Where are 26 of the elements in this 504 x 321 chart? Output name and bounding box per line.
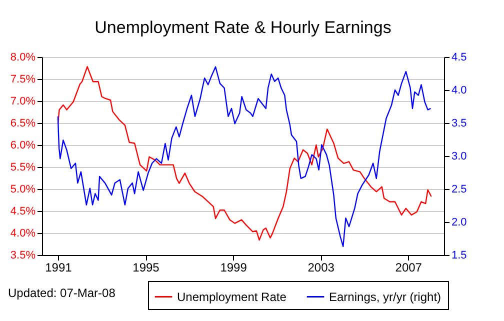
text: Updated: 07-Mar-08 bbox=[8, 286, 116, 300]
y-tick-label: 6.0% bbox=[10, 140, 36, 152]
y2-tick-label: 2.5 bbox=[452, 184, 467, 196]
y-tick-label: 8.0% bbox=[10, 52, 36, 64]
chart-title: Unemployment Rate & Hourly Earnings bbox=[94, 18, 392, 37]
y-tick-label: 4.5% bbox=[10, 206, 36, 218]
legend-label: Earnings, yr/yr (right) bbox=[329, 290, 442, 304]
y-tick-label: 5.0% bbox=[10, 184, 36, 196]
x-tick-label: 1995 bbox=[132, 260, 160, 274]
y2-tick-label: 2.0 bbox=[452, 216, 467, 228]
y-tick-label: 6.5% bbox=[10, 118, 36, 130]
y2-tick-label: 4.5 bbox=[452, 52, 467, 64]
y2-tick-label: 4.0 bbox=[452, 84, 467, 96]
x-tick-label: 2007 bbox=[395, 260, 422, 274]
y-tick-label: 4.0% bbox=[10, 228, 36, 240]
y2-tick-label: 3.5 bbox=[452, 118, 467, 130]
x-tick-label: 1991 bbox=[45, 260, 72, 274]
legend-label: Unemployment Rate bbox=[177, 290, 287, 304]
y2-tick-label: 3.0 bbox=[452, 150, 467, 162]
x-tick-label: 1999 bbox=[220, 260, 248, 274]
y2-tick-label: 1.5 bbox=[452, 250, 467, 262]
y-tick-label: 3.5% bbox=[10, 250, 36, 262]
y-tick-label: 7.0% bbox=[10, 96, 36, 108]
x-tick-label: 2003 bbox=[308, 260, 335, 274]
y-tick-label: 7.5% bbox=[10, 74, 36, 86]
y-tick-label: 5.5% bbox=[10, 162, 36, 174]
